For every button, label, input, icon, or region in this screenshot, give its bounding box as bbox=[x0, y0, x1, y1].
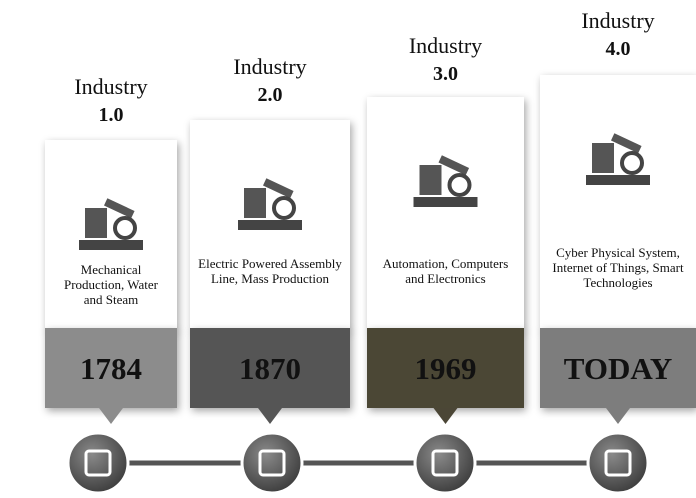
icon-wheel bbox=[274, 198, 294, 218]
icon-body bbox=[592, 143, 614, 173]
year-label: 1870 bbox=[190, 330, 350, 408]
pointer bbox=[606, 408, 630, 424]
icon-body bbox=[420, 165, 442, 195]
industry-version: 1.0 bbox=[25, 104, 197, 127]
icon-body bbox=[244, 188, 266, 218]
description: Automation, Computers and Electronics bbox=[375, 256, 516, 286]
industry-label: Industry bbox=[347, 33, 544, 59]
icon-body bbox=[85, 208, 107, 238]
industry-version: 2.0 bbox=[170, 84, 370, 107]
industry-version: 4.0 bbox=[520, 38, 696, 61]
icon-base bbox=[238, 220, 302, 230]
year-label: 1784 bbox=[45, 330, 177, 408]
icon-wheel bbox=[115, 218, 135, 238]
industry-version: 3.0 bbox=[347, 63, 544, 86]
pointer bbox=[258, 408, 282, 424]
timeline-node bbox=[588, 433, 648, 493]
description: Mechanical Production, Water and Steam bbox=[53, 262, 169, 307]
icon-base bbox=[586, 175, 650, 185]
timeline-node bbox=[242, 433, 302, 493]
description: Electric Powered Assembly Line, Mass Pro… bbox=[198, 256, 342, 286]
timeline-node bbox=[415, 433, 475, 493]
icon-wheel bbox=[450, 175, 470, 195]
icon-base bbox=[414, 197, 478, 207]
year-label: TODAY bbox=[540, 330, 696, 408]
timeline-node bbox=[68, 433, 128, 493]
card bbox=[540, 75, 696, 330]
pointer bbox=[434, 408, 458, 424]
card bbox=[367, 97, 524, 330]
industry-label: Industry bbox=[520, 8, 696, 34]
icon-wheel bbox=[622, 153, 642, 173]
pointer bbox=[99, 408, 123, 424]
icon-base bbox=[79, 240, 143, 250]
year-label: 1969 bbox=[367, 330, 524, 408]
industry-label: Industry bbox=[170, 54, 370, 80]
infographic: Industry 1.0 Mechanical Production, Water … bbox=[0, 0, 696, 498]
description: Cyber Physical System, Internet of Thing… bbox=[548, 245, 688, 290]
